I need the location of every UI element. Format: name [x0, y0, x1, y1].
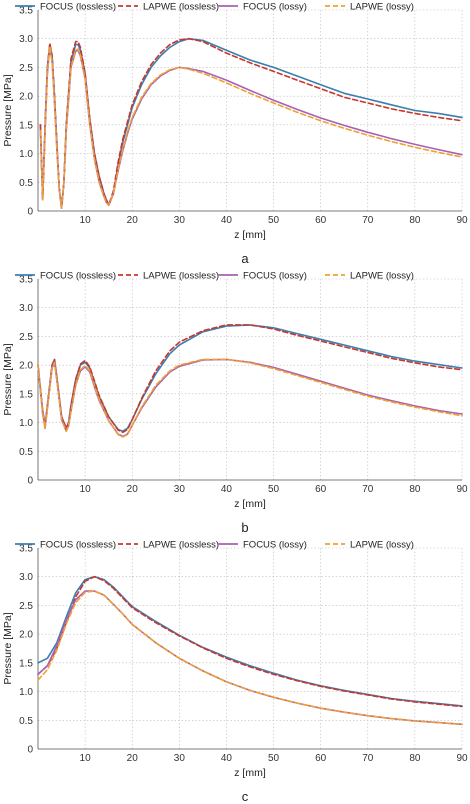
x-tick-label: 90: [456, 753, 468, 764]
series-line-lapwe-lossy: [37, 590, 463, 726]
x-tick-label: 60: [315, 215, 327, 226]
x-tick-label: 20: [127, 484, 139, 495]
y-axis-label: Pressure [MPa]: [2, 74, 14, 146]
x-tick-label: 50: [268, 215, 280, 226]
x-tick-label: 10: [80, 484, 92, 495]
panel-label: b: [241, 520, 248, 535]
legend-label: FOCUS (lossless): [40, 2, 116, 13]
y-tick-label: 0.5: [19, 447, 33, 458]
y-tick-label: 0: [27, 745, 33, 756]
series-line-focus-lossy: [37, 590, 463, 726]
x-tick-label: 70: [362, 484, 374, 495]
legend-label: LAPWE (lossy): [350, 540, 414, 551]
y-tick-label: 3.5: [19, 6, 33, 17]
x-tick-label: 70: [362, 753, 374, 764]
x-tick-label: 60: [315, 753, 327, 764]
series-line-lapwe-lossy: [39, 45, 463, 209]
y-tick-label: 0: [27, 476, 33, 487]
x-tick-label: 40: [221, 215, 233, 226]
x-tick-label: 40: [221, 484, 233, 495]
chart-panel-a: 10 20 30 40 50 60 70 80 90 0 0.5 1.0 1.5 2.0 2.5 3.0 3.5…: [2, 2, 468, 267]
y-tick-label: 1.5: [19, 120, 33, 131]
x-tick-label: 10: [80, 753, 92, 764]
x-tick-label: 20: [127, 215, 139, 226]
series-line-lapwe-lossless: [37, 575, 463, 708]
x-tick-label: 90: [456, 484, 468, 495]
chart-panel-b: 10 20 30 40 50 60 70 80 90 0 0.5 1.0 1.5 2.0 2.5 3.0 3.5…: [2, 271, 468, 536]
legend-label: FOCUS (lossy): [243, 540, 307, 551]
x-tick-label: 30: [174, 215, 186, 226]
x-tick-label: 30: [174, 753, 186, 764]
series-line-lapwe-lossless: [39, 37, 463, 209]
y-tick-label: 2.5: [19, 63, 33, 74]
series-line-lapwe-lossy: [37, 358, 463, 438]
y-tick-label: 0.5: [19, 716, 33, 727]
legend-label: LAPWE (lossless): [143, 2, 219, 13]
y-tick-label: 3.0: [19, 572, 33, 583]
x-tick-label: 10: [80, 215, 92, 226]
x-tick-label: 60: [315, 484, 327, 495]
x-tick-label: 70: [362, 215, 374, 226]
y-tick-label: 1.0: [19, 418, 33, 429]
series-line-focus-lossless: [39, 37, 463, 209]
y-tick-label: 3.5: [19, 544, 33, 555]
legend-label: LAPWE (lossless): [143, 271, 219, 282]
x-tick-label: 30: [174, 484, 186, 495]
legend-label: FOCUS (lossy): [243, 2, 307, 13]
series-line-focus-lossy: [37, 358, 463, 438]
panel-label: c: [242, 789, 249, 804]
series-line-lapwe-lossless: [37, 324, 463, 434]
y-tick-label: 2.5: [19, 601, 33, 612]
series-line-focus-lossless: [37, 575, 463, 707]
legend-label: FOCUS (lossless): [40, 540, 116, 551]
series-line-focus-lossless: [37, 324, 463, 433]
legend-label: FOCUS (lossy): [243, 271, 307, 282]
y-axis-label: Pressure [MPa]: [2, 343, 14, 415]
x-tick-label: 90: [456, 215, 468, 226]
y-tick-label: 2.5: [19, 332, 33, 343]
x-axis-label: z [mm]: [234, 498, 266, 510]
x-tick-label: 80: [409, 484, 421, 495]
y-tick-label: 3.0: [19, 303, 33, 314]
y-axis-label: Pressure [MPa]: [2, 612, 14, 684]
y-tick-label: 1.0: [19, 687, 33, 698]
x-axis-label: z [mm]: [234, 767, 266, 779]
y-tick-label: 2.0: [19, 630, 33, 641]
x-tick-label: 40: [221, 753, 233, 764]
y-tick-label: 3.5: [19, 275, 33, 286]
y-tick-label: 1.0: [19, 149, 33, 160]
panel-label: a: [241, 251, 249, 266]
legend-label: LAPWE (lossless): [143, 540, 219, 551]
x-axis-label: z [mm]: [234, 229, 266, 241]
y-tick-label: 3.0: [19, 34, 33, 45]
x-tick-label: 80: [409, 753, 421, 764]
x-tick-label: 50: [268, 484, 280, 495]
y-tick-label: 0.5: [19, 178, 33, 189]
chart-panel-c: 10 20 30 40 50 60 70 80 90 0 0.5 1.0 1.5 2.0 2.5 3.0 3.5…: [2, 540, 468, 804]
x-tick-label: 80: [409, 215, 421, 226]
series-line-focus-lossy: [39, 46, 463, 209]
y-tick-label: 1.5: [19, 389, 33, 400]
x-tick-label: 20: [127, 753, 139, 764]
x-tick-label: 50: [268, 753, 280, 764]
legend-label: FOCUS (lossless): [40, 271, 116, 282]
y-tick-label: 2.0: [19, 92, 33, 103]
y-tick-label: 2.0: [19, 361, 33, 372]
y-tick-label: 0: [27, 207, 33, 218]
legend-label: LAPWE (lossy): [350, 271, 414, 282]
legend-label: LAPWE (lossy): [350, 2, 414, 13]
y-tick-label: 1.5: [19, 658, 33, 669]
